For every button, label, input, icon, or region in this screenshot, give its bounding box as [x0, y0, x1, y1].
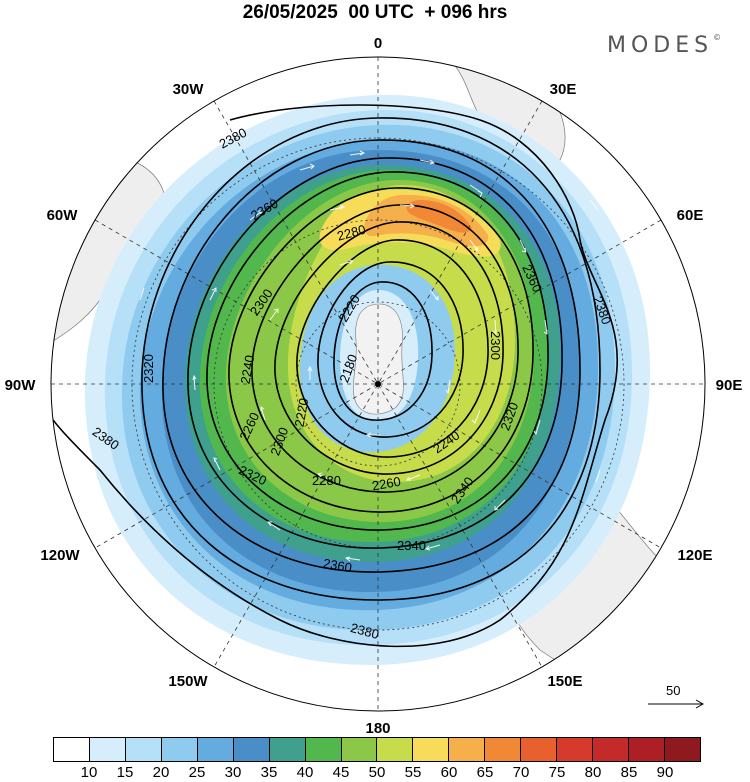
contour-2260	[251, 204, 519, 493]
contour-label: 2280	[335, 222, 367, 244]
legend-swatch	[125, 738, 162, 761]
lon-label: 90W	[5, 377, 37, 394]
brand-name: MODES	[607, 33, 714, 58]
lon-label: 30E	[550, 81, 577, 98]
contour-label: 2240	[238, 354, 258, 385]
contour-2240	[274, 221, 504, 475]
contour-label: 2280	[312, 473, 341, 488]
lon-label: 180	[365, 720, 390, 737]
legend-tick-label: 55	[404, 764, 422, 781]
legend-tick-label: 45	[332, 764, 350, 781]
legend-tick-label: 40	[296, 764, 314, 781]
lon-label: 120E	[677, 547, 712, 564]
legend-tick-label: 25	[188, 764, 206, 781]
meridian-lines	[51, 57, 705, 711]
map-disc	[51, 57, 705, 711]
lon-label: 0	[374, 35, 382, 52]
lon-label: 30W	[173, 81, 205, 98]
contour-2280	[228, 187, 534, 513]
contour-2220	[296, 239, 489, 458]
legend-tick-label: 70	[512, 764, 530, 781]
legend-swatch	[664, 738, 700, 761]
legend-swatch	[557, 738, 594, 761]
legend-swatch	[89, 738, 126, 761]
reference-arrowhead	[695, 699, 705, 709]
legend-tick-label: 35	[260, 764, 278, 781]
contour-label: 2320	[141, 354, 156, 383]
antarctica-land	[353, 303, 404, 415]
legend-swatch	[233, 738, 270, 761]
legend-swatch	[341, 738, 378, 761]
legend-tick-label: 50	[368, 764, 386, 781]
legend-swatch	[305, 738, 342, 761]
legend-swatch	[54, 738, 90, 761]
legend-swatch	[377, 738, 414, 761]
contour-label: 2300	[488, 331, 503, 360]
contour-label: 2220	[292, 397, 312, 428]
legend-tick-label: 75	[548, 764, 566, 781]
wind-65-70-band	[406, 200, 472, 233]
legend-swatch	[161, 738, 198, 761]
longitude-labels: 0 30E 60E 90E 120E 150E 180 150W 120W 90…	[5, 35, 743, 737]
contour-2300	[206, 171, 549, 531]
legend-tick-label: 30	[224, 764, 242, 781]
contour-2340	[162, 139, 581, 573]
legend-tick-label: 10	[80, 764, 98, 781]
contour-2380-outer	[51, 104, 619, 648]
lon-label: 90E	[716, 377, 743, 394]
legend-tick-label: 20	[152, 764, 170, 781]
brand-logo: MODES©	[607, 33, 722, 58]
legend-ticks: 10 15 20 25 30 35 40 45 50 55 60 65 70 75 80 85 90	[53, 764, 701, 782]
legend-swatch	[269, 738, 306, 761]
lon-label: 60W	[47, 207, 79, 224]
legend-swatch	[413, 738, 450, 761]
contour-2320	[187, 157, 563, 549]
contour-label: 2260	[371, 474, 402, 494]
contour-2360	[141, 117, 601, 601]
contour-label: 2340	[397, 538, 426, 553]
height-contours	[51, 104, 619, 648]
legend-tick-label: 65	[476, 764, 494, 781]
legend-swatch	[449, 738, 486, 761]
color-legend	[53, 737, 701, 762]
legend-tick-label: 60	[440, 764, 458, 781]
lon-label: 60E	[677, 207, 704, 224]
lon-label: 120W	[40, 547, 80, 564]
map-title: 26/05/2025 00 UTC + 096 hrs	[242, 2, 508, 23]
legend-tick-label: 85	[620, 764, 638, 781]
legend-tick-label: 80	[584, 764, 602, 781]
map-border	[50, 56, 706, 712]
lon-label: 150E	[547, 673, 582, 690]
legend-swatch	[197, 738, 234, 761]
legend-tick-label: 15	[116, 764, 134, 781]
contour-2200	[317, 261, 464, 438]
legend-swatch	[485, 738, 522, 761]
contour-2180	[333, 281, 433, 421]
legend-swatch	[593, 738, 629, 761]
contour-label: 2360	[322, 556, 353, 576]
polar-map: 0 30E 60E 90E 120E 150E 180 150W 120W 90…	[5, 35, 743, 737]
legend-tick-label: 90	[656, 764, 674, 781]
legend-swatch	[521, 738, 558, 761]
contour-label: 2380	[349, 620, 381, 642]
wind-vectors	[139, 150, 601, 562]
reference-arrow-label: 50	[666, 683, 681, 698]
south-pole-marker	[375, 381, 381, 387]
lon-label: 150W	[168, 673, 208, 690]
legend-swatch	[629, 738, 665, 761]
